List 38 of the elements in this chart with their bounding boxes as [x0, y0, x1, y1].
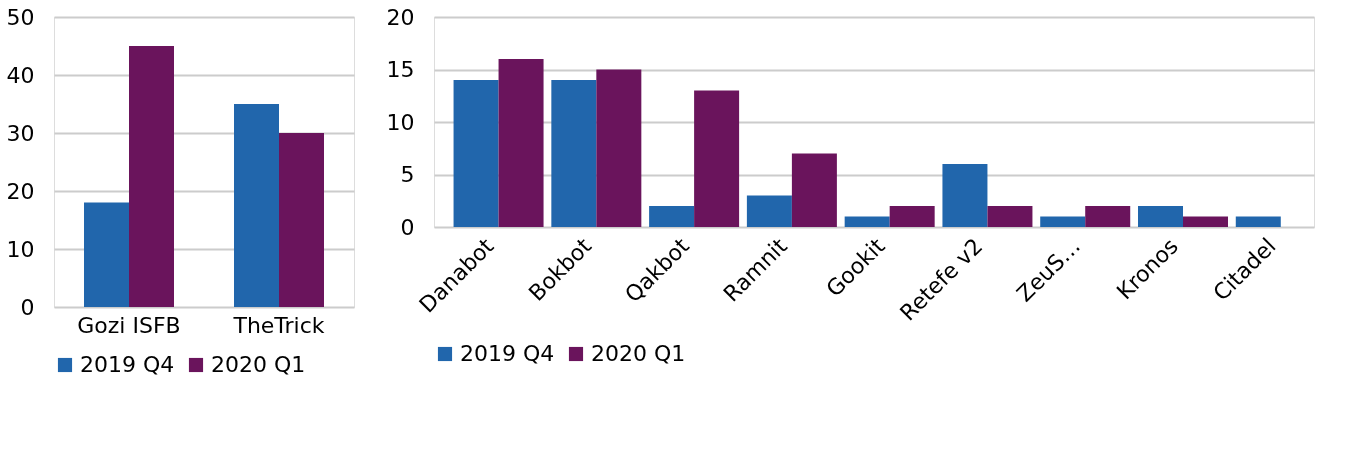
bar [596, 69, 642, 227]
bar [942, 164, 988, 227]
bar [844, 216, 890, 227]
y-tick-label: 15 [386, 57, 415, 82]
legend-label: 2019 Q4 [80, 352, 175, 377]
bar [889, 206, 935, 227]
x-tick-label: TheTrick [232, 312, 325, 338]
bar [498, 59, 544, 227]
bar [791, 153, 837, 227]
bar [1138, 206, 1183, 227]
y-tick-label: 0 [20, 294, 35, 320]
y-tick-label: 10 [386, 109, 415, 135]
x-tick-label: Gozi ISFB [77, 312, 181, 338]
bar [694, 90, 740, 227]
legend-label: 2019 Q4 [460, 341, 555, 366]
bar [551, 80, 597, 227]
bar [453, 80, 499, 227]
y-tick-label: 5 [400, 162, 415, 187]
bar [129, 46, 174, 307]
bar [1235, 216, 1281, 227]
y-tick-label: 10 [6, 236, 35, 262]
bar [1085, 206, 1131, 227]
bar [649, 206, 695, 227]
bar [1040, 216, 1086, 227]
y-tick-label: 0 [400, 214, 415, 240]
y-tick-label: 30 [6, 120, 35, 146]
bar [987, 206, 1033, 227]
y-tick-label: 40 [6, 62, 35, 88]
bar [234, 104, 279, 307]
legend-label: 2020 Q1 [211, 352, 306, 377]
bar [84, 202, 129, 307]
y-tick-label: 50 [6, 4, 35, 30]
y-tick-label: 20 [386, 4, 415, 30]
y-tick-label: 20 [6, 178, 35, 204]
bar [279, 133, 324, 307]
legend-label: 2020 Q1 [591, 341, 686, 366]
bar [1183, 216, 1228, 227]
bar [746, 195, 792, 227]
